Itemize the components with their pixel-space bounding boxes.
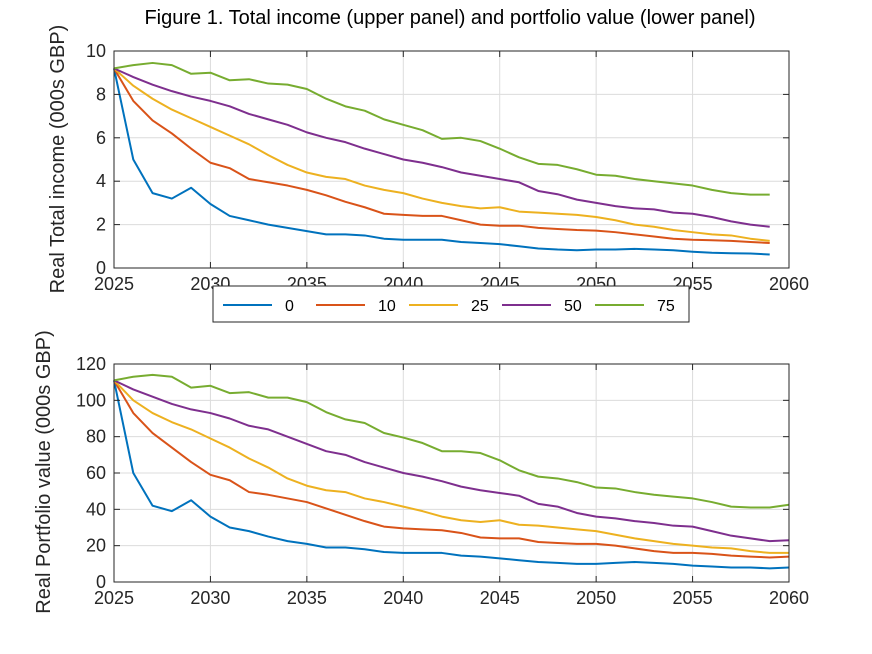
lower-y-tick-label: 20	[86, 536, 106, 556]
lower-y-tick-label: 60	[86, 463, 106, 483]
figure-title: Figure 1. Total income (upper panel) and…	[144, 7, 755, 29]
lower-y-tick-label: 120	[76, 354, 106, 374]
lower-x-tick-label: 2025	[94, 588, 134, 608]
lower-y-tick-label: 80	[86, 427, 106, 447]
lower-series-line-10	[113, 379, 790, 559]
lower-series-line-75	[113, 373, 790, 509]
lower-x-tick-label: 2060	[769, 588, 809, 608]
upper-axes-frame	[113, 50, 790, 269]
legend: 0 10 25 50 75	[212, 285, 690, 323]
lower-y-axis-label: Real Portfolio value (000s GBP)	[33, 330, 55, 613]
upper-y-tick-label: 8	[96, 84, 106, 104]
lower-series-line-25	[113, 379, 789, 554]
upper-series-line-25	[113, 67, 770, 242]
lower-x-tick-label: 2050	[576, 588, 616, 608]
upper-y-tick-label: 2	[96, 215, 106, 235]
legend-label-75: 75	[657, 298, 675, 315]
upper-series-line-0	[113, 68, 770, 256]
upper-series-line-50	[113, 67, 770, 228]
upper-y-tick-label: 10	[86, 41, 106, 61]
legend-label-0: 0	[285, 298, 294, 315]
legend-label-50: 50	[564, 298, 582, 315]
upper-series-line-75	[113, 61, 770, 196]
lower-x-tick-label: 2040	[383, 588, 423, 608]
upper-series-line-10	[113, 67, 770, 245]
legend-label-25: 25	[471, 298, 489, 315]
legend-label-10: 10	[378, 298, 396, 315]
lower-x-tick-label: 2035	[287, 588, 327, 608]
lower-series-line-0	[113, 380, 790, 570]
upper-y-tick-label: 4	[96, 171, 106, 191]
upper-y-tick-label: 6	[96, 128, 106, 148]
upper-y-axis-label: Real Total income (000s GBP)	[47, 25, 69, 294]
lower-x-tick-label: 2030	[190, 588, 230, 608]
lower-panel: 2025 2030 2035 2040 2045 2050 2055 206002040608…	[76, 354, 809, 608]
lower-y-tick-label: 100	[76, 390, 106, 410]
lower-y-tick-label: 0	[96, 572, 106, 592]
upper-x-tick-label: 2060	[769, 274, 809, 294]
lower-y-tick-label: 40	[86, 499, 106, 519]
lower-series-line-50	[113, 379, 790, 543]
upper-x-tick-label: 2025	[94, 274, 134, 294]
lower-x-tick-label: 2045	[480, 588, 520, 608]
upper-y-tick-label: 0	[96, 258, 106, 278]
lower-x-tick-label: 2055	[673, 588, 713, 608]
